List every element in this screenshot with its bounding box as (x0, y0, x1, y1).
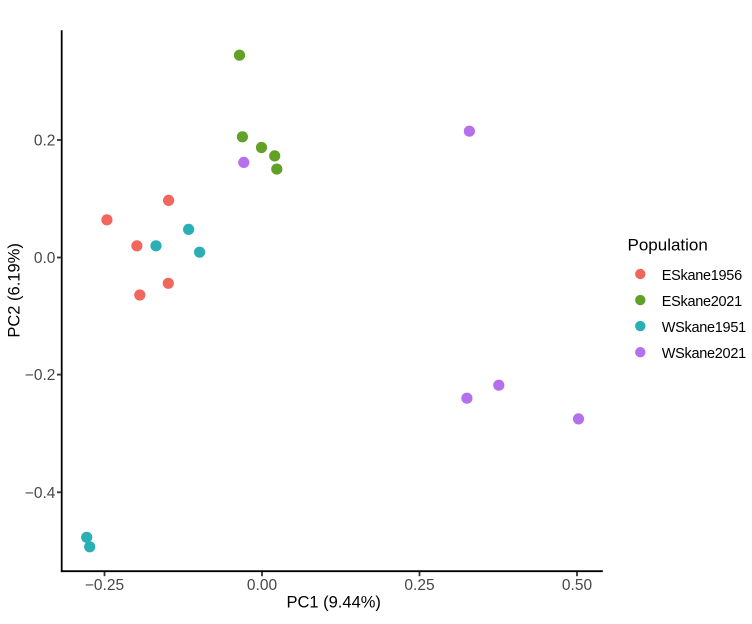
svg-text:WSkane2021: WSkane2021 (662, 346, 746, 362)
svg-text:ESkane1956: ESkane1956 (662, 268, 742, 284)
svg-text:−0.2: −0.2 (25, 367, 56, 384)
svg-text:0.00: 0.00 (247, 577, 278, 594)
svg-text:0.0: 0.0 (34, 250, 56, 267)
svg-text:ESkane2021: ESkane2021 (662, 294, 742, 310)
svg-text:0.25: 0.25 (404, 577, 434, 594)
svg-text:−0.4: −0.4 (25, 485, 56, 502)
svg-text:−0.25: −0.25 (85, 577, 124, 594)
svg-text:0.50: 0.50 (562, 577, 593, 594)
svg-text:WSkane1951: WSkane1951 (662, 320, 746, 336)
svg-text:Population: Population (628, 236, 708, 255)
svg-text:0.2: 0.2 (34, 133, 56, 150)
svg-text:PC2 (6.19%): PC2 (6.19%) (6, 243, 24, 337)
svg-text:PC1 (9.44%): PC1 (9.44%) (286, 594, 380, 612)
